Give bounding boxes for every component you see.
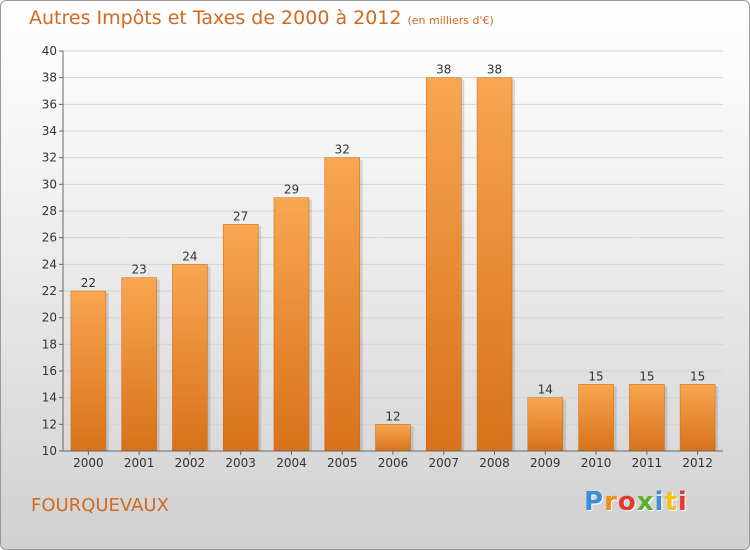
bar-value-label: 38 xyxy=(487,63,502,77)
bar xyxy=(426,77,462,452)
bar xyxy=(222,224,259,452)
y-tick-label: 30 xyxy=(42,177,57,191)
logo-letter: i xyxy=(677,487,688,517)
bar xyxy=(375,424,411,452)
x-tick-label: 2007 xyxy=(428,456,459,470)
x-tick-label: 2006 xyxy=(378,456,409,470)
bar-value-label: 15 xyxy=(588,369,603,383)
x-tick-label: 2012 xyxy=(682,456,713,470)
x-tick-label: 2002 xyxy=(175,456,206,470)
logo-letter: i xyxy=(654,487,665,517)
chart-title: Autres Impôts et Taxes de 2000 à 2012 (en… xyxy=(29,7,494,29)
x-tick-label: 2001 xyxy=(124,456,155,470)
bar-value-label: 24 xyxy=(182,249,197,263)
y-tick-label: 34 xyxy=(42,124,57,138)
y-tick-label: 28 xyxy=(42,204,57,218)
logo-letter: t xyxy=(664,487,678,517)
bar xyxy=(527,397,564,452)
x-tick-label: 2004 xyxy=(276,456,307,470)
axis-layer: 10 12 14 16 18 20 22 24 26 28 30 32 34 36 38 40 2000 2001… xyxy=(42,44,723,470)
x-tick-label: 2011 xyxy=(632,456,663,470)
bar xyxy=(476,77,513,452)
chart-unit: (en milliers d'€) xyxy=(407,14,494,27)
y-tick-label: 20 xyxy=(42,311,57,325)
bar xyxy=(70,290,107,452)
bar xyxy=(121,277,157,452)
bar-value-label: 15 xyxy=(639,369,654,383)
x-tick-label: 2003 xyxy=(225,456,256,470)
bar xyxy=(578,384,614,452)
bar-value-label: 38 xyxy=(436,63,451,77)
x-tick-label: 2005 xyxy=(327,456,358,470)
y-tick-label: 16 xyxy=(42,364,57,378)
y-tick-label: 32 xyxy=(42,151,57,165)
logo-letter: x xyxy=(636,487,655,517)
x-tick-label: 2000 xyxy=(73,456,104,470)
y-tick-label: 36 xyxy=(42,97,57,111)
chart-title-text: Autres Impôts et Taxes de 2000 à 2012 xyxy=(29,7,402,29)
bar-value-label: 14 xyxy=(538,383,553,397)
bar xyxy=(273,197,310,452)
y-tick-label: 18 xyxy=(42,337,57,351)
y-tick-label: 22 xyxy=(42,284,57,298)
y-tick-label: 14 xyxy=(42,391,57,405)
bar-value-label: 12 xyxy=(385,409,400,423)
logo-letter: P xyxy=(584,487,605,517)
bar xyxy=(324,157,360,452)
bar-layer: 22 23 24 27 29 32 12 38 38 14 15 15 15 xyxy=(70,63,719,452)
bar xyxy=(629,384,665,452)
bar-value-label: 22 xyxy=(81,276,96,290)
bar xyxy=(172,264,208,452)
x-tick-label: 2009 xyxy=(530,456,561,470)
bar-value-label: 23 xyxy=(132,263,147,277)
commune-name: FOURQUEVAUX xyxy=(31,495,169,516)
proxiti-logo: Proxiti xyxy=(584,487,688,517)
y-tick-label: 24 xyxy=(42,257,57,271)
bar-value-label: 32 xyxy=(335,143,350,157)
x-tick-label: 2010 xyxy=(581,456,612,470)
logo-letter: r xyxy=(604,487,618,517)
y-tick-label: 38 xyxy=(42,71,57,85)
y-tick-label: 12 xyxy=(42,417,57,431)
bar-value-label: 29 xyxy=(284,183,299,197)
bar xyxy=(679,384,716,452)
x-tick-label: 2008 xyxy=(479,456,510,470)
y-tick-label: 40 xyxy=(42,44,57,58)
y-tick-label: 26 xyxy=(42,231,57,245)
bar-value-label: 27 xyxy=(233,209,248,223)
bar-value-label: 15 xyxy=(690,369,705,383)
y-tick-label: 10 xyxy=(42,444,57,458)
logo-letter: o xyxy=(617,487,637,517)
